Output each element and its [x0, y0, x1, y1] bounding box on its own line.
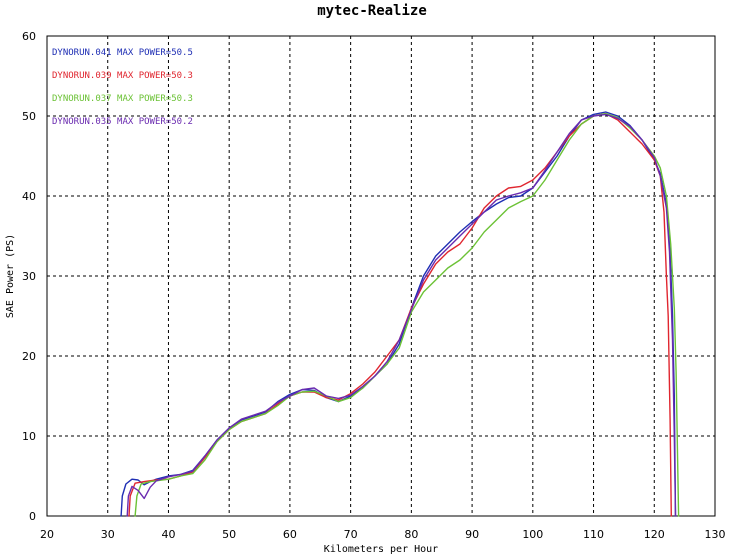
- x-tick-label: 80: [404, 528, 418, 541]
- x-tick-label: 70: [344, 528, 358, 541]
- x-tick-label: 20: [40, 528, 54, 541]
- x-tick-label: 30: [101, 528, 115, 541]
- plot-area: [46, 35, 716, 517]
- y-tick-label: 60: [22, 30, 36, 43]
- x-axis-label: Kilometers per Hour: [324, 544, 438, 555]
- y-tick-label: 20: [22, 350, 36, 363]
- x-axis-ticks: 20 30 40 50 60 70 80 90 100 110 120 130: [40, 528, 726, 541]
- y-axis-label: SAE Power (PS): [5, 234, 16, 318]
- x-tick-label: 90: [465, 528, 479, 541]
- x-tick-label: 100: [522, 528, 543, 541]
- series-line-dynorun-035: [126, 113, 677, 517]
- legend-entry: DYNORUN.041 MAX POWER=50.5: [52, 48, 193, 58]
- legend: DYNORUN.041 MAX POWER=50.5 DYNORUN.039 MA…: [52, 48, 193, 127]
- series-line-dynorun-037: [134, 112, 680, 517]
- y-axis-ticks: 0 10 20 30 40 50 60: [22, 30, 36, 523]
- y-tick-label: 40: [22, 190, 36, 203]
- grid-lines: [47, 36, 715, 517]
- x-tick-label: 60: [283, 528, 297, 541]
- y-tick-label: 50: [22, 110, 36, 123]
- chart-title: mytec-Realize: [317, 3, 427, 19]
- legend-entry: DYNORUN.035 MAX POWER=50.2: [52, 117, 193, 127]
- legend-entry: DYNORUN.037 MAX POWER=50.3: [52, 94, 193, 104]
- x-tick-label: 40: [161, 528, 175, 541]
- series-line-dynorun-041: [120, 111, 677, 517]
- y-tick-label: 0: [29, 510, 36, 523]
- series-lines: [120, 111, 680, 517]
- y-tick-label: 30: [22, 270, 36, 283]
- series-line-dynorun-039: [128, 112, 672, 517]
- x-tick-label: 110: [583, 528, 604, 541]
- x-tick-label: 130: [705, 528, 726, 541]
- x-tick-label: 50: [222, 528, 236, 541]
- y-tick-label: 10: [22, 430, 36, 443]
- x-tick-label: 120: [644, 528, 665, 541]
- legend-entry: DYNORUN.039 MAX POWER=50.3: [52, 71, 193, 81]
